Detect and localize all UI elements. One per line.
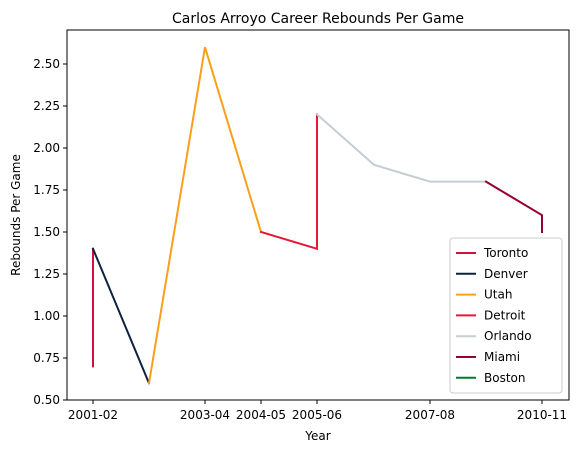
plot-area	[91, 46, 543, 385]
x-tick-label: 2001-02	[68, 408, 118, 422]
series-line-utah	[147, 46, 263, 385]
legend-box	[449, 237, 563, 394]
y-tick-label: 0.75	[33, 351, 60, 365]
series-line-detroit	[259, 113, 318, 251]
legend-label-utah: Utah	[484, 288, 512, 302]
chart-title: Carlos Arroyo Career Rebounds Per Game	[172, 11, 464, 27]
series-line-miami	[484, 180, 543, 233]
legend-label-miami: Miami	[484, 350, 520, 364]
y-tick-label: 1.50	[33, 225, 60, 239]
y-tick-label: 1.25	[33, 267, 60, 281]
y-tick-label: 2.00	[33, 141, 60, 155]
y-tick-label: 1.00	[33, 309, 60, 323]
x-tick-label: 2004-05	[236, 408, 286, 422]
y-tick-label: 2.50	[33, 57, 60, 71]
y-tick-label: 0.50	[33, 393, 60, 407]
x-tick-label: 2010-11	[517, 408, 567, 422]
x-axis: 2001-02 2003-04 2004-05 2005-06 2007-08 2010-…	[68, 400, 567, 422]
legend-label-boston: Boston	[484, 371, 525, 385]
legend-label-denver: Denver	[484, 267, 528, 281]
y-axis-label: Rebounds Per Game	[9, 154, 23, 276]
legend-label-toronto: Toronto	[483, 246, 528, 260]
plot-frame	[66, 29, 570, 401]
x-tick-label: 2007-08	[405, 408, 455, 422]
y-tick-label: 1.75	[33, 183, 60, 197]
y-tick-label: 2.25	[33, 99, 60, 113]
series-line-orlando	[315, 112, 487, 183]
y-axis: 0.50 0.75 1.00 1.25 1.50 1.75 2.00 2.25 2.50	[33, 57, 67, 407]
series-line-denver	[91, 247, 151, 385]
legend-label-orlando: Orlando	[484, 329, 532, 343]
x-tick-label: 2005-06	[292, 408, 342, 422]
x-axis-label: Year	[304, 429, 330, 443]
legend: Toronto Denver Utah Detroit Orlando Miami Bost…	[449, 237, 563, 394]
legend-label-detroit: Detroit	[484, 308, 526, 322]
x-tick-label: 2003-04	[180, 408, 230, 422]
